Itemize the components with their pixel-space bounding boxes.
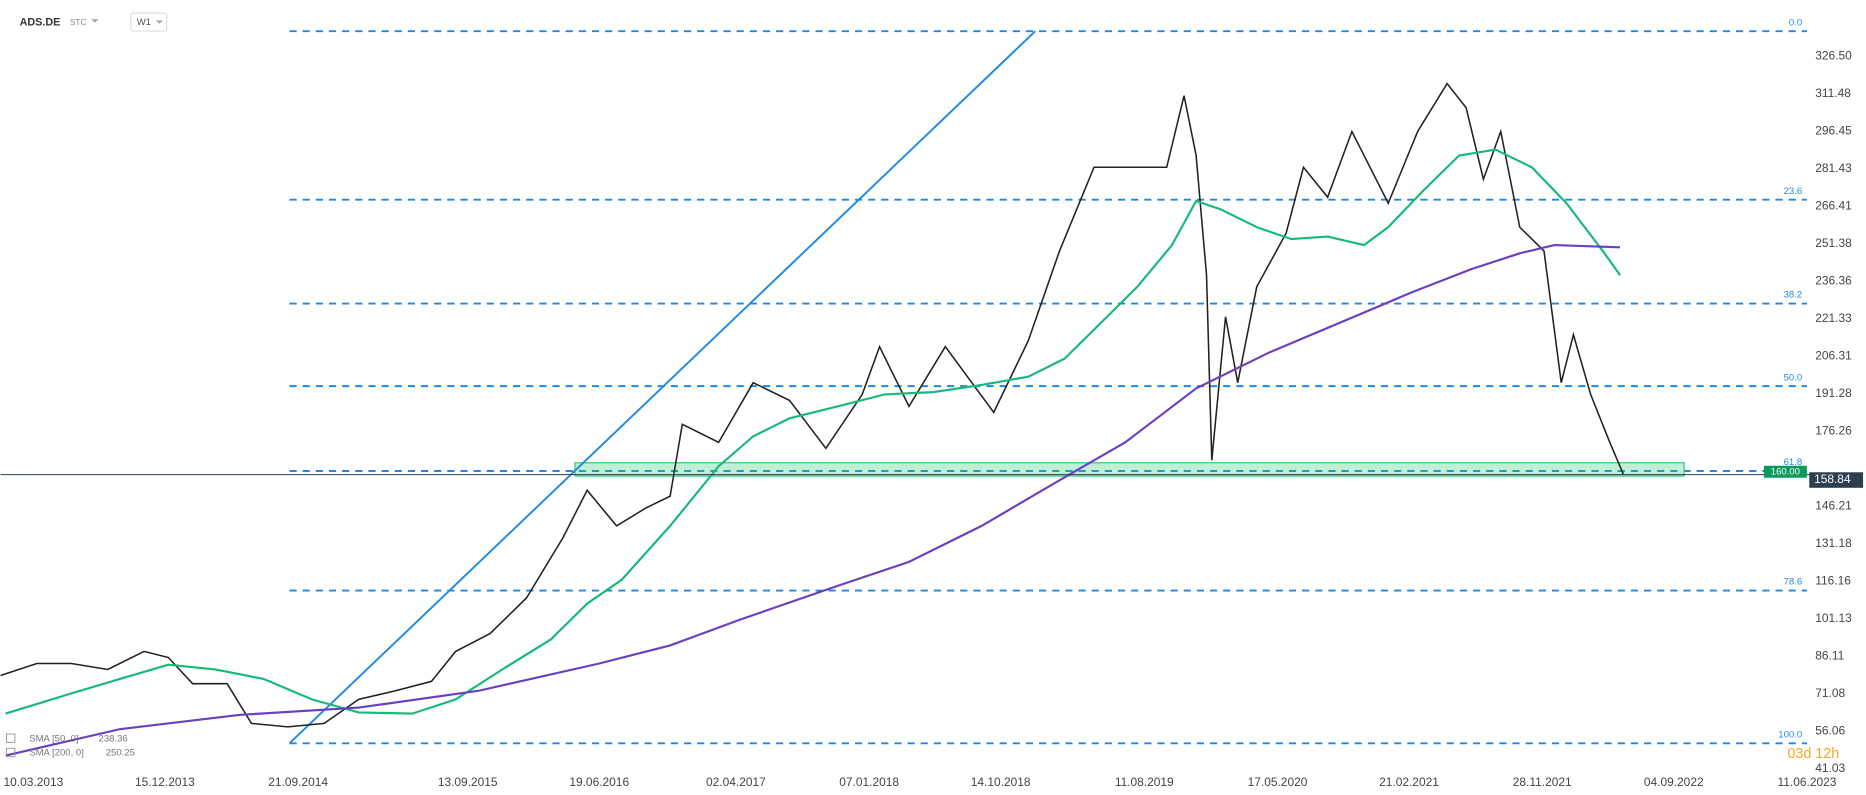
fib-label: 100.0 [1778,729,1802,740]
sma-line [5,243,1621,757]
timeframe-box[interactable] [130,12,168,32]
symbol: ADS.DE [20,17,61,29]
x-tick-label: 02.04.2017 [706,775,766,789]
last-price-tag [1809,472,1864,488]
y-tick-label: 311.48 [1815,86,1851,100]
x-tick-label: 19.06.2016 [569,775,629,789]
y-tick-label: 296.45 [1815,123,1852,137]
source[interactable]: STC [70,17,87,27]
legend-name: SMA [50, 0] [29,733,78,744]
trendline [288,30,1036,745]
x-tick-label: 15.12.2013 [135,775,195,789]
x-tick-label: 28.11.2021 [1513,775,1572,789]
y-tick-label: 266.41 [1815,198,1852,212]
timeframe[interactable]: W1 [137,17,151,28]
legend-icon [6,747,16,758]
y-tick-label: 146.21 [1815,498,1852,512]
y-tick-label: 131.18 [1815,536,1852,550]
alert-tag [1763,465,1807,478]
dropdown-arrow[interactable] [155,20,164,24]
x-tick-label: 07.01.2018 [839,775,899,789]
y-tick-label: 236.36 [1815,273,1852,287]
y-tick-label: 56.06 [1815,723,1845,737]
y-tick-label: 116.16 [1815,573,1851,587]
dropdown-arrow[interactable] [91,19,99,23]
fib-label: 38.2 [1784,290,1803,301]
x-tick-label: 11.06.2023 [1778,775,1837,789]
legend-name: SMA [200, 0] [29,748,84,759]
last-price-label: 158.84 [1814,472,1851,486]
y-tick-label: 71.08 [1815,686,1845,700]
y-tick-label: 101.13 [1815,611,1852,625]
fib-label: 50.0 [1784,372,1803,383]
y-tick-label: 326.50 [1815,48,1852,62]
x-tick-label: 21.09.2014 [268,775,328,789]
y-tick-label: 206.31 [1815,348,1852,362]
y-tick-label: 251.38 [1815,236,1852,250]
x-tick-label: 11.08.2019 [1115,775,1174,789]
y-tick-label: 191.28 [1815,386,1852,400]
y-tick-label: 176.26 [1815,423,1852,437]
legend-value: 238.36 [99,733,128,744]
countdown: 03d 12h [1787,746,1839,762]
alert-tag-label: 160.00 [1771,466,1800,477]
zone [574,462,1685,477]
legend-value: 250.25 [106,748,135,759]
x-tick-label: 04.09.2022 [1644,775,1704,789]
fib-label: 0.0 [1789,17,1802,28]
fib-label: 78.6 [1784,577,1803,588]
y-tick-label: 86.11 [1815,648,1844,662]
legend-icon [6,733,16,743]
x-tick-label: 13.09.2015 [438,775,498,789]
x-tick-label: 10.03.2013 [4,775,64,789]
y-tick-label: 281.43 [1815,161,1852,175]
x-tick-label: 17.05.2020 [1248,775,1308,789]
y-tick-label: 41.03 [1815,761,1845,775]
x-tick-label: 21.02.2021 [1379,775,1439,789]
fib-label: 61.8 [1784,457,1803,468]
y-tick-label: 221.33 [1815,311,1852,325]
x-tick-label: 14.10.2018 [971,775,1031,789]
fib-label: 23.6 [1784,186,1803,197]
price-line [0,82,1625,728]
